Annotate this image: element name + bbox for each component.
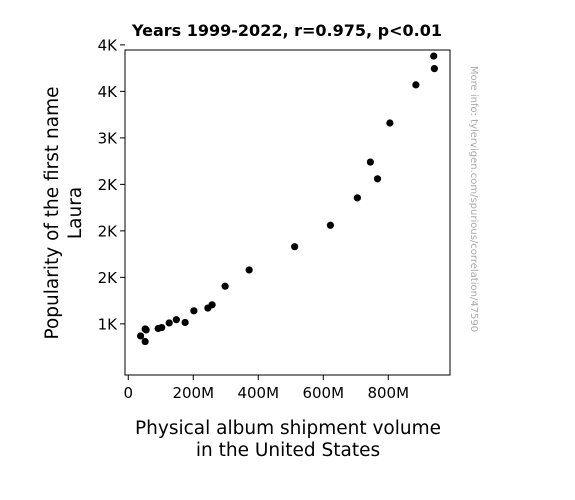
x-tick-label: 800M <box>367 384 409 402</box>
data-point <box>291 243 299 251</box>
y-tick-label: 4K <box>98 83 119 101</box>
data-point <box>181 318 189 327</box>
source-watermark: More info: tylervigen.com/spurious/corre… <box>468 66 479 332</box>
x-tick-label: 400M <box>237 384 279 402</box>
chart-title: Years 1999-2022, r=0.975, p<0.01 <box>131 21 442 40</box>
x-axis-label-line-2: in the United States <box>196 440 380 461</box>
data-point <box>430 52 438 60</box>
y-axis-label-line-2: Laura <box>65 187 86 239</box>
x-axis-label-line-1: Physical album shipment volume <box>135 418 441 439</box>
data-point <box>326 221 334 229</box>
y-tick-label: 2K <box>98 176 119 194</box>
x-tick-label: 600M <box>302 384 344 402</box>
data-point <box>221 282 229 290</box>
data-point <box>172 316 180 324</box>
data-point <box>142 326 150 334</box>
x-tick-label: 200M <box>172 384 214 402</box>
data-point <box>366 158 374 166</box>
x-axis-ticks: 0 200M 400M 600M 800M <box>123 375 409 402</box>
y-tick-label: 2K <box>98 222 119 240</box>
y-axis-ticks: 1K 2K 2K 2K 3K 4K 4K <box>98 36 125 333</box>
data-point <box>373 175 382 183</box>
data-point <box>165 319 173 327</box>
data-point <box>386 119 394 127</box>
data-point <box>353 194 361 202</box>
data-point <box>245 266 253 274</box>
data-point <box>430 64 438 73</box>
data-point <box>412 81 420 89</box>
x-tick-label: 0 <box>123 384 133 402</box>
data-point <box>154 324 162 333</box>
y-tick-label: 1K <box>98 315 119 333</box>
y-tick-label: 3K <box>98 129 119 147</box>
data-point <box>204 304 212 312</box>
data-points <box>137 52 438 346</box>
y-axis-label-line-1: Popularity of the first name <box>42 86 63 339</box>
data-point <box>190 307 198 315</box>
data-point <box>141 337 149 346</box>
y-tick-label: 2K <box>98 269 119 287</box>
y-tick-label: 4K <box>98 36 119 54</box>
plot-frame <box>124 49 451 376</box>
data-point <box>137 332 145 340</box>
